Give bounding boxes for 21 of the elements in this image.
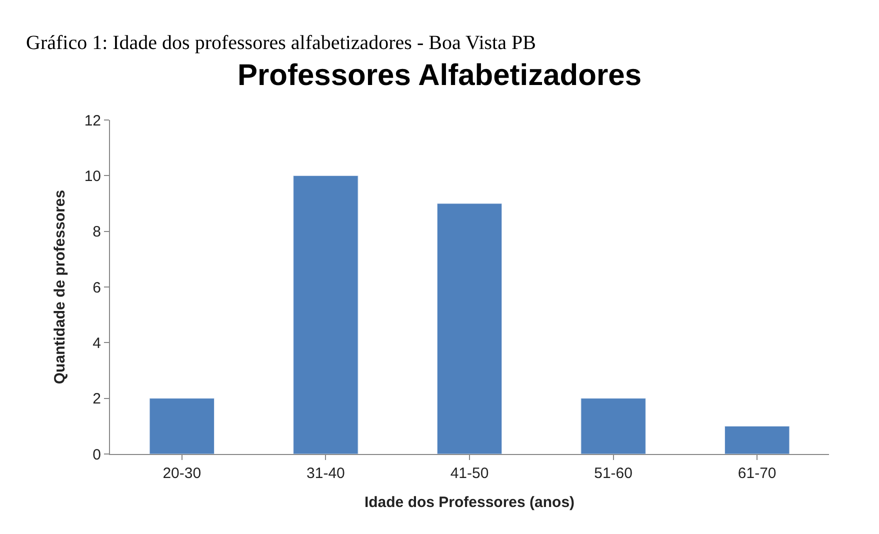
x-tick-label: 20-30 xyxy=(162,465,202,482)
chart-title: Professores Alfabetizadores xyxy=(237,59,642,92)
bar xyxy=(724,426,790,454)
y-tick-label: 6 xyxy=(92,279,101,296)
y-tick-label: 4 xyxy=(92,334,101,352)
x-axis-title: Idade dos Professores (anos) xyxy=(364,494,575,511)
y-tick-label: 0 xyxy=(92,446,101,464)
bar xyxy=(436,203,502,454)
y-tick-label: 8 xyxy=(92,224,101,241)
y-tick-label: 10 xyxy=(84,168,101,185)
bar xyxy=(293,175,358,454)
bar xyxy=(149,398,215,454)
x-tick-label: 31-40 xyxy=(306,465,345,482)
x-tick-label: 51-60 xyxy=(594,465,632,482)
y-axis-title: Quantidade de professores xyxy=(52,190,69,384)
y-tick-label: 2 xyxy=(92,390,101,408)
y-tick-label: 12 xyxy=(84,112,101,130)
x-tick-label: 61-70 xyxy=(738,465,776,482)
text: Gráfico 1: Idade dos professores alfabetizadores - Boa Vista PB xyxy=(26,32,536,54)
x-tick-label: 41-50 xyxy=(450,465,489,482)
bar xyxy=(580,398,646,454)
